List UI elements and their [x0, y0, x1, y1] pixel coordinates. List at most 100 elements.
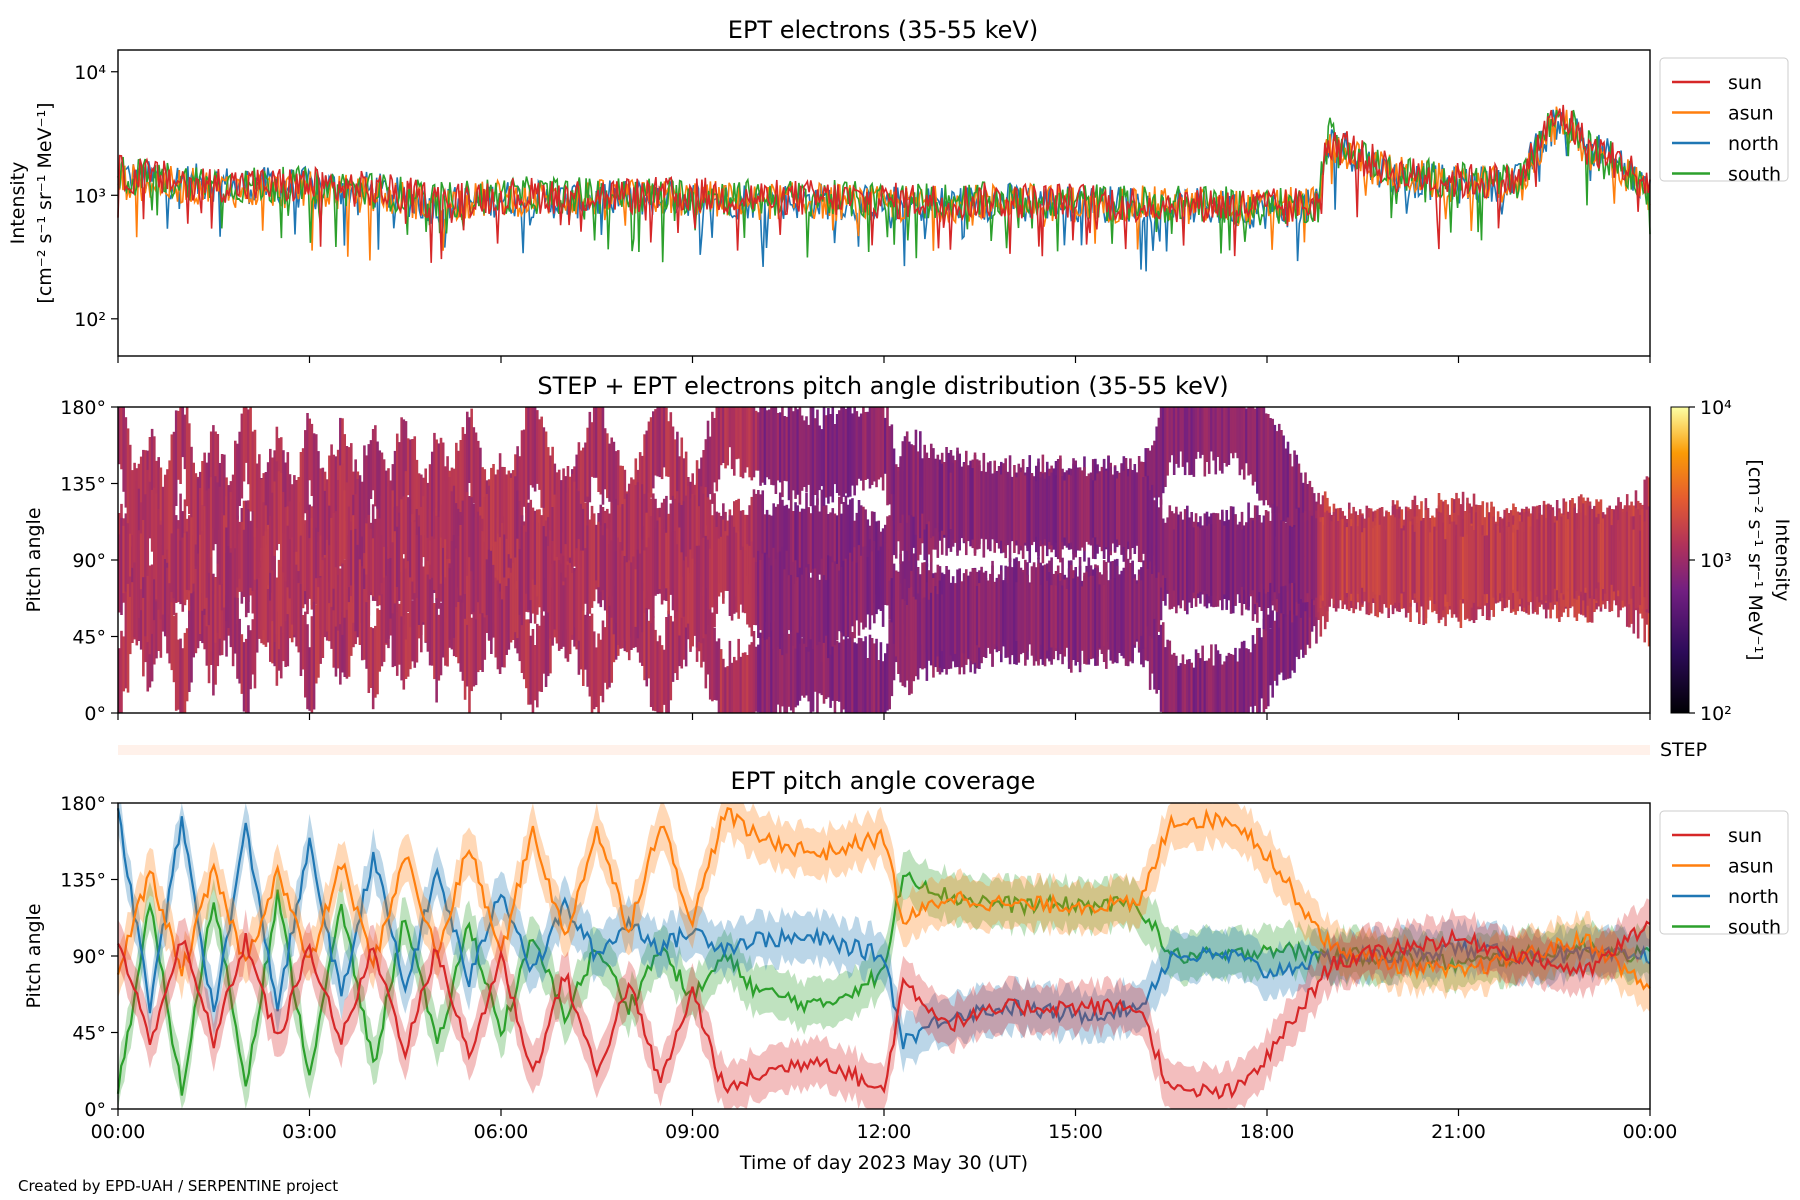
heat-cell: [1253, 505, 1257, 604]
heat-cell: [227, 546, 231, 628]
heat-cell: [671, 426, 675, 500]
heat-cell: [1488, 512, 1491, 617]
y-tick-label: 135°: [60, 870, 106, 892]
heat-cell: [986, 580, 990, 648]
heat-cell: [1258, 627, 1261, 713]
heat-cell: [330, 444, 333, 553]
panel3-ylabel: Pitch angle: [23, 903, 45, 1008]
heat-cell: [1393, 517, 1397, 603]
y-tick-label: 10⁴: [74, 62, 106, 84]
heat-cell: [927, 458, 931, 522]
heat-cell: [1170, 654, 1174, 713]
heat-cell: [822, 575, 826, 643]
heat-cell: [1157, 635, 1161, 690]
heat-cell: [588, 519, 592, 614]
heat-cell: [468, 496, 471, 558]
heat-cell: [964, 450, 968, 556]
heat-cell: [676, 544, 679, 612]
heat-cell: [1225, 655, 1229, 713]
heat-cell: [1105, 561, 1108, 669]
heat-cell: [168, 460, 171, 533]
heat-cell: [461, 427, 465, 517]
heat-cell: [772, 621, 775, 713]
heat-cell: [1352, 514, 1355, 606]
heat-cell: [1400, 528, 1404, 594]
heat-cell: [743, 514, 747, 578]
heat-cell: [295, 480, 298, 552]
heat-cell: [457, 536, 460, 602]
heat-cell: [218, 486, 222, 585]
heat-cell: [286, 564, 290, 667]
heat-cell: [1483, 535, 1487, 595]
heat-cell: [682, 501, 686, 578]
heat-cell: [188, 423, 191, 514]
heat-cell: [1177, 665, 1180, 713]
heat-cell: [984, 570, 988, 658]
heat-cell: [433, 432, 436, 539]
heat-cell: [750, 642, 754, 713]
heat-cell: [739, 550, 743, 605]
heat-cell: [1372, 528, 1375, 592]
heat-cell: [855, 411, 859, 486]
heat-cell: [1396, 509, 1399, 612]
heat-cell: [606, 528, 609, 614]
heat-cell: [746, 544, 749, 625]
heat-cell: [1006, 583, 1010, 640]
heat-cell: [840, 566, 843, 633]
heat-cell: [225, 527, 228, 622]
heat-cell: [1074, 464, 1077, 554]
heat-cell: [1153, 612, 1156, 690]
heat-cell: [531, 507, 535, 580]
heat-cell: [748, 644, 751, 713]
heat-cell: [1267, 614, 1270, 707]
heat-cell: [1612, 518, 1616, 592]
heat-cell: [507, 578, 511, 650]
heat-cell: [862, 407, 865, 491]
heat-cell: [487, 485, 491, 569]
heat-cell: [708, 600, 712, 700]
heat-cell: [472, 608, 476, 687]
heat-cell: [1002, 581, 1005, 643]
heat-cell: [616, 537, 620, 646]
heat-cell: [1164, 647, 1167, 713]
heat-cell: [1361, 532, 1364, 588]
heat-cell: [1131, 560, 1134, 664]
heat-cell: [1037, 563, 1040, 666]
heat-cell: [689, 498, 692, 574]
heat-cell: [1015, 477, 1018, 541]
heat-cell: [884, 417, 887, 474]
heat-cell: [336, 449, 340, 506]
heat-cell: [242, 407, 246, 482]
heat-cell: [912, 553, 916, 638]
heat-cell: [730, 662, 734, 713]
heat-cell: [404, 544, 408, 640]
heat-cell: [150, 564, 154, 634]
heat-cell: [540, 515, 543, 613]
heat-cell: [1179, 663, 1183, 713]
heat-cell: [1115, 566, 1119, 662]
heat-cell: [406, 555, 410, 613]
heat-cell: [1341, 518, 1344, 602]
heat-cell: [800, 574, 804, 638]
heat-cell: [1214, 407, 1218, 475]
heat-cell: [726, 666, 730, 713]
heat-cell: [748, 505, 751, 585]
heat-cell: [879, 407, 883, 478]
heat-cell: [334, 524, 338, 627]
heat-cell: [1271, 418, 1274, 514]
heat-cell: [437, 614, 441, 681]
heat-cell: [859, 638, 863, 713]
heat-cell: [759, 407, 762, 486]
heat-cell: [207, 553, 211, 626]
heat-cell: [1188, 659, 1191, 713]
heat-cell: [279, 472, 283, 567]
heat-cell: [1507, 526, 1511, 597]
heat-cell: [1065, 470, 1069, 548]
heat-cell: [1242, 525, 1246, 590]
heat-cell: [811, 616, 815, 712]
heat-cell: [1225, 510, 1229, 610]
heat-cell: [1477, 525, 1480, 607]
heat-cell: [1234, 647, 1237, 713]
heat-cell: [516, 538, 519, 639]
